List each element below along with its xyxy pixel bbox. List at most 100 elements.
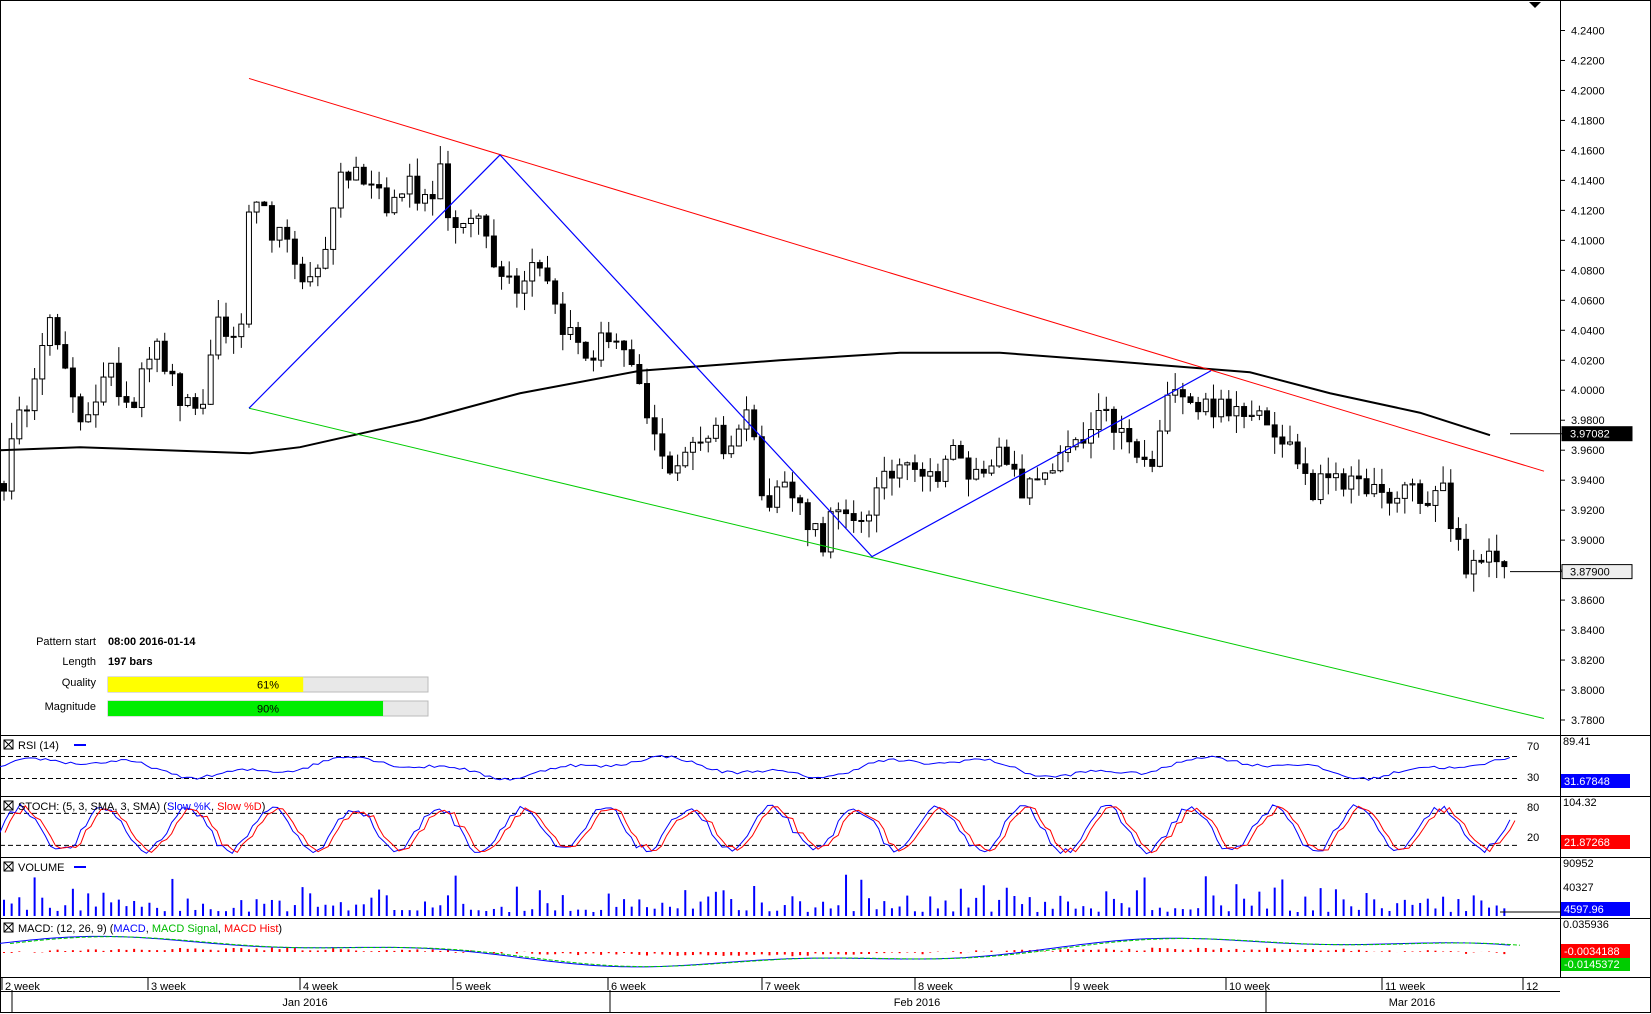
month-label: Jan 2016 xyxy=(282,997,327,1009)
candle-body xyxy=(368,183,375,186)
candle-body xyxy=(1110,408,1117,433)
price-tick-label: 4.2400 xyxy=(1571,25,1605,37)
candle-body xyxy=(337,171,344,209)
candle-body xyxy=(682,451,689,467)
price-tick-label: 3.8600 xyxy=(1571,595,1605,607)
candle-body xyxy=(1156,430,1163,467)
candle-body xyxy=(720,424,727,455)
candle-body xyxy=(804,502,811,531)
quality-value: 61% xyxy=(257,680,279,692)
candle-body xyxy=(177,373,184,406)
candle-body xyxy=(245,211,252,325)
candle-body xyxy=(1424,502,1431,506)
candle-body xyxy=(827,511,834,553)
main-price-panel xyxy=(0,77,1545,719)
price-tick-label: 3.8400 xyxy=(1571,625,1605,637)
candle-body xyxy=(559,303,566,335)
candle-body xyxy=(1355,475,1362,480)
candle-body xyxy=(39,345,46,380)
length-value: 197 bars xyxy=(108,656,153,668)
candle-body xyxy=(238,323,245,338)
candle-body xyxy=(1455,528,1462,540)
candle-body xyxy=(957,444,964,459)
candle-body xyxy=(1095,409,1102,431)
candle-body xyxy=(934,471,941,482)
candle-body xyxy=(1057,451,1064,472)
price-tick-label: 3.8200 xyxy=(1571,655,1605,667)
candle-body xyxy=(881,470,888,489)
candle-body xyxy=(1394,497,1401,504)
candle-body xyxy=(1294,441,1301,465)
candle-body xyxy=(965,457,972,480)
week-label: 4 week xyxy=(303,981,338,993)
price-tick-label: 4.0600 xyxy=(1571,295,1605,307)
week-label: 2 week xyxy=(5,981,40,993)
candle-body xyxy=(1447,482,1454,530)
candle-body xyxy=(919,468,926,477)
price-tick-label: 4.2000 xyxy=(1571,85,1605,97)
candle-body xyxy=(1179,389,1186,398)
candle-body xyxy=(391,196,398,214)
candle-body xyxy=(284,226,291,240)
quality-bar-fill xyxy=(108,677,304,692)
candle-body xyxy=(154,340,161,360)
candle-body xyxy=(215,316,222,356)
candle-body xyxy=(444,163,451,219)
candle-body xyxy=(1401,484,1408,499)
candle-body xyxy=(268,205,275,241)
candle-body xyxy=(575,327,582,343)
candle-body xyxy=(1264,410,1271,426)
candle-body xyxy=(314,267,321,278)
candle-body xyxy=(850,513,857,521)
candle-body xyxy=(92,401,99,416)
candle-body xyxy=(1233,406,1240,417)
candle-body xyxy=(498,266,505,277)
week-label: 6 week xyxy=(611,981,646,993)
stoch-panel xyxy=(0,803,1520,855)
volume-title: VOLUME xyxy=(3,861,86,874)
candle-body xyxy=(322,248,329,269)
candle-body xyxy=(1371,483,1378,495)
macd-title: MACD: (12, 26, 9) (MACD, MACD Signal, MA… xyxy=(3,922,282,935)
candle-body xyxy=(276,226,283,241)
candle-body xyxy=(820,523,827,553)
upper-resistance-line xyxy=(248,77,1545,472)
candle-body xyxy=(1149,458,1156,467)
current-price-box xyxy=(1561,564,1633,580)
rsi-title: RSI (14) xyxy=(3,739,86,752)
candle-body xyxy=(261,201,268,207)
candle-body xyxy=(490,235,497,268)
candle-body xyxy=(567,327,574,335)
candle-body xyxy=(843,509,850,515)
magnitude-value: 90% xyxy=(257,704,279,716)
ma-price-label: 3.97082 xyxy=(1570,429,1610,441)
macd-panel xyxy=(0,935,1520,968)
candle-body xyxy=(8,438,15,492)
price-axis: 4.2400 4.2200 4.2000 4.1800 4.1600 4.1400 4.12… xyxy=(1510,25,1633,727)
candle-body xyxy=(161,340,168,372)
candle-body xyxy=(299,263,306,283)
candle-body xyxy=(529,262,536,282)
candle-body xyxy=(743,409,750,430)
candle-body xyxy=(1019,468,1026,499)
candle-body xyxy=(1103,408,1110,411)
candle-body xyxy=(1195,401,1202,413)
scroll-marker-icon[interactable] xyxy=(1529,2,1541,8)
week-label: 5 week xyxy=(456,981,491,993)
candle-body xyxy=(598,332,605,361)
price-tick-label: 3.9600 xyxy=(1571,445,1605,457)
candle-body xyxy=(108,362,115,378)
candle-body xyxy=(230,335,237,338)
macd-signal-value: -0.0145372 xyxy=(1564,959,1620,971)
candle-body xyxy=(376,184,383,189)
candle-body xyxy=(751,409,758,438)
candle-body xyxy=(735,428,742,447)
candle-body xyxy=(406,175,413,195)
price-tick-label: 3.9000 xyxy=(1571,535,1605,547)
candle-body xyxy=(1126,428,1133,443)
macd-signal-box xyxy=(1561,958,1630,971)
rsi-title-text: RSI (14) xyxy=(18,740,59,752)
candle-body xyxy=(988,465,995,474)
candle-body xyxy=(1026,478,1033,499)
